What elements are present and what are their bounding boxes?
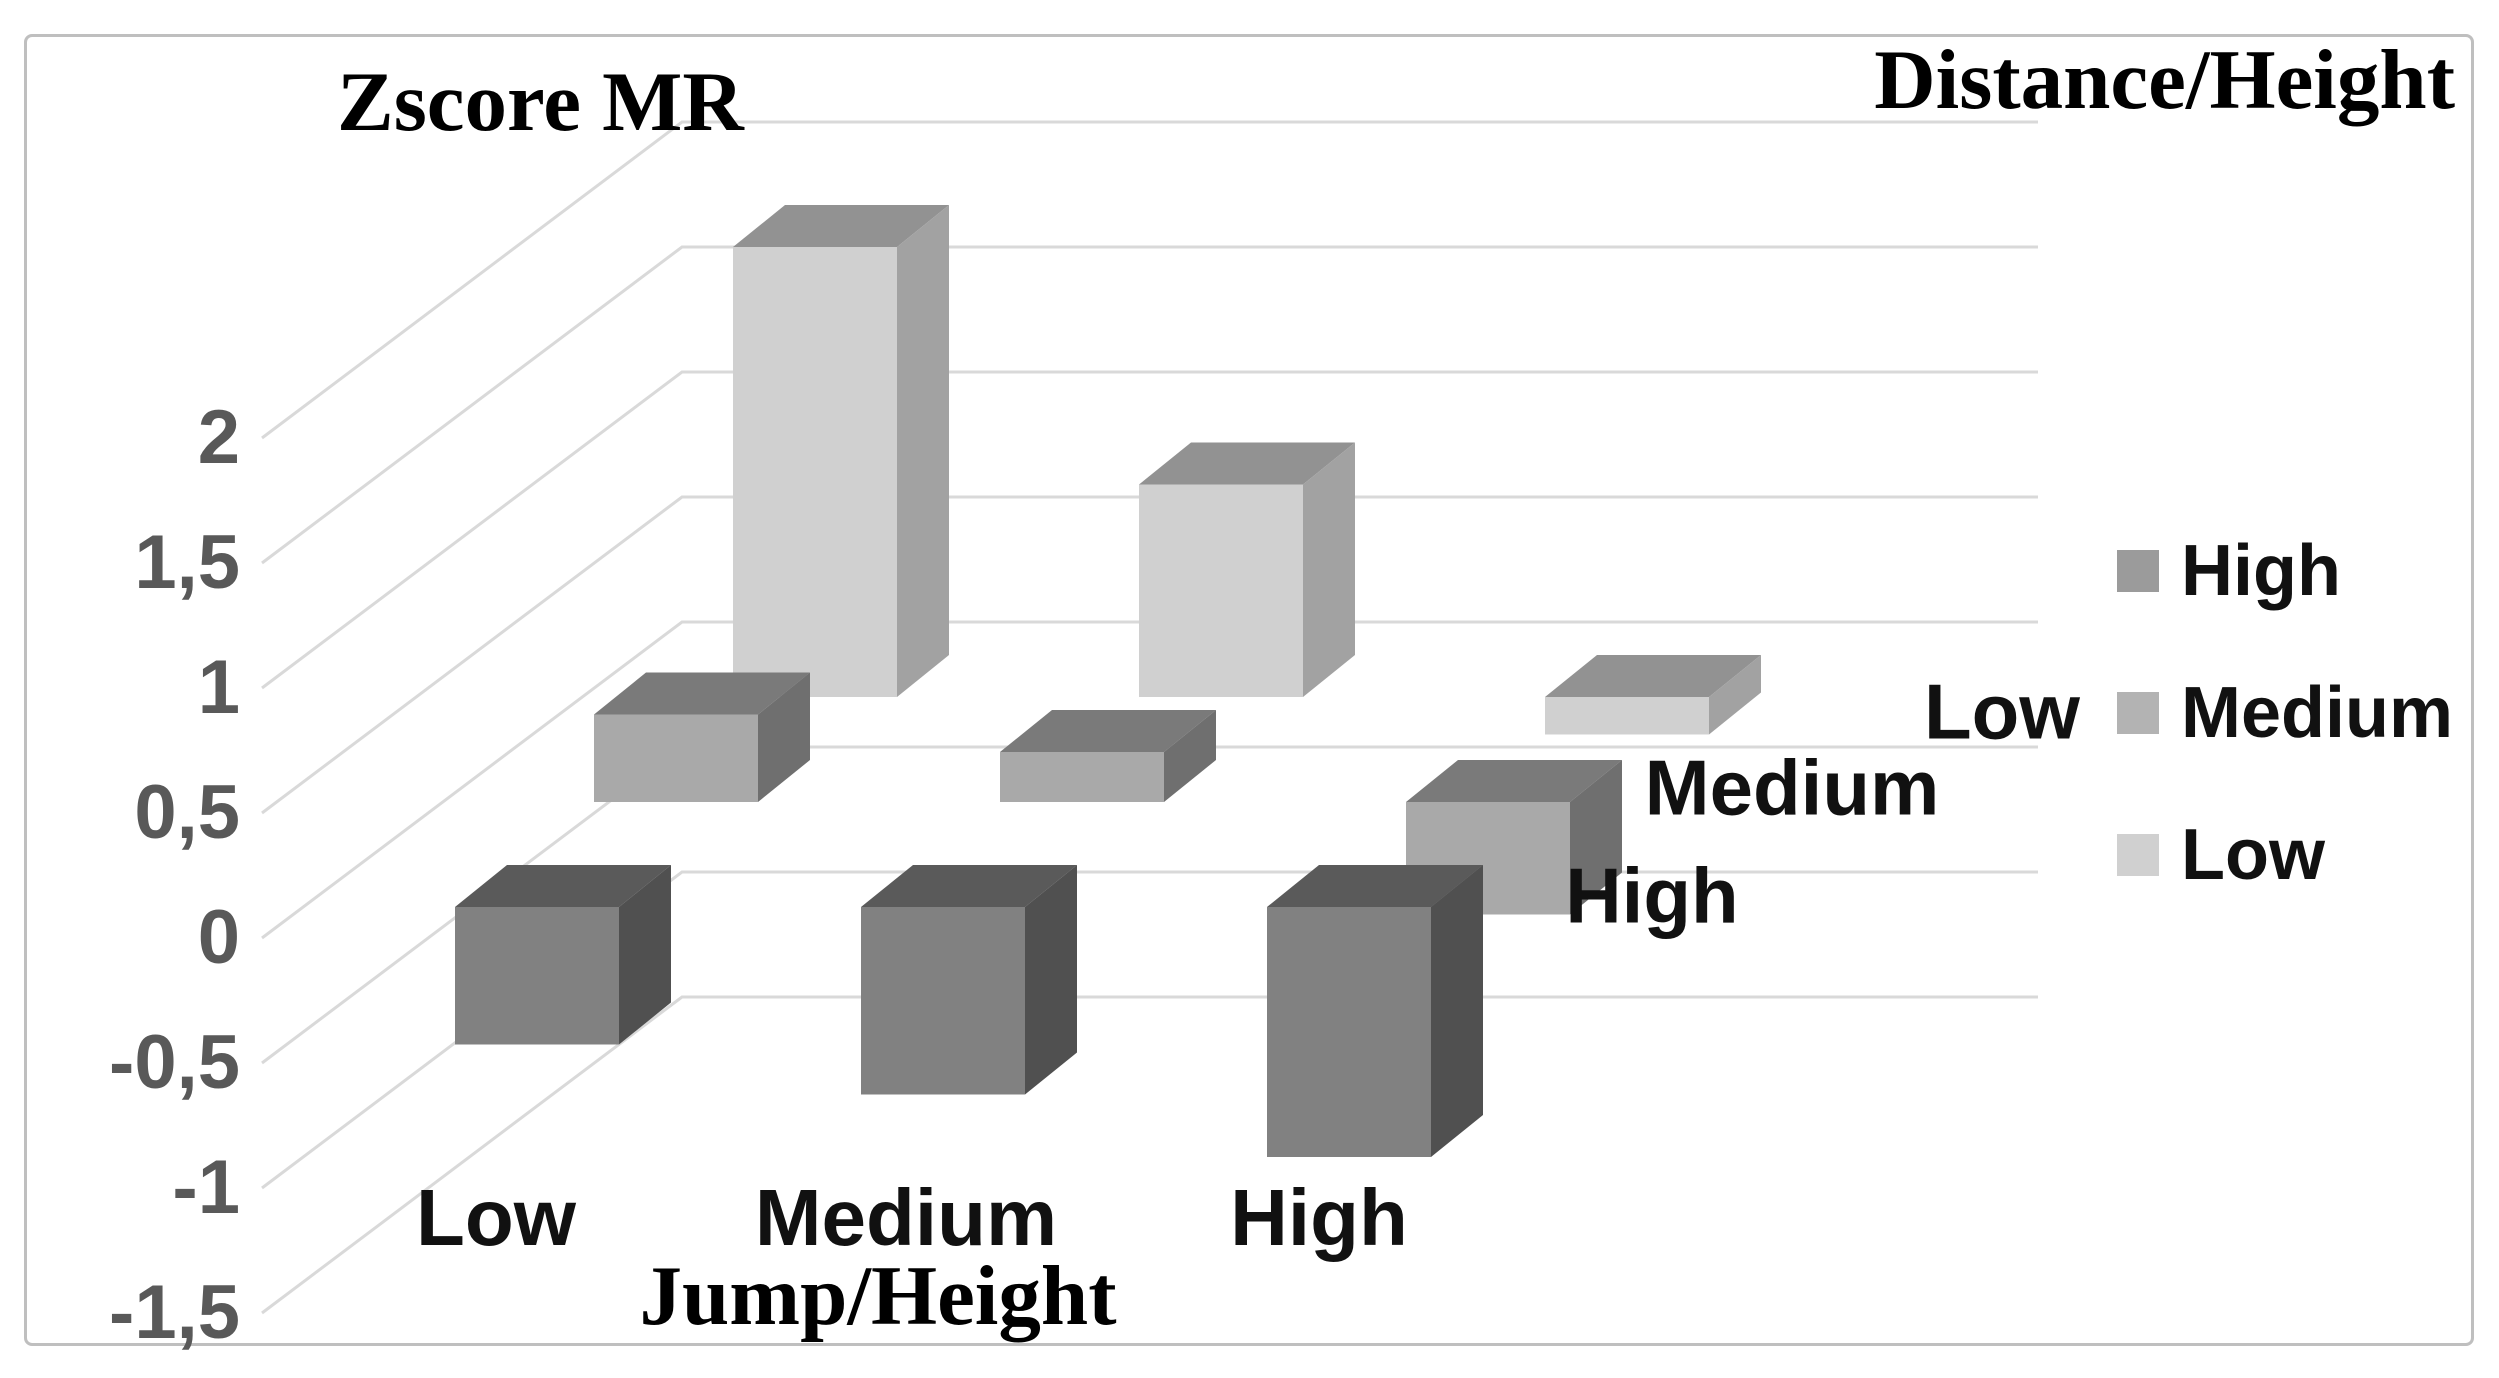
gridline (261, 495, 2038, 815)
bar-low-high-top-face (1545, 655, 1761, 697)
gridlines (261, 120, 2038, 1315)
gridline (261, 245, 2038, 565)
gridline (261, 620, 2038, 940)
bar-high-low-side-face (619, 865, 671, 1045)
gridline (261, 120, 2038, 440)
legend-label-low: Low (2181, 815, 2325, 895)
chart-border (24, 34, 2474, 1346)
y-tick-label: -0,5 (109, 1020, 240, 1105)
y-tick-label: 2 (197, 395, 240, 480)
depth-label-low: Low (1924, 667, 2080, 756)
depth-label-high: High (1565, 851, 1739, 940)
bar-low-medium-side-face (1303, 442, 1355, 697)
bar-medium-medium (1000, 710, 1216, 802)
bar-medium-low-front-face (594, 714, 758, 802)
gridline (261, 995, 2038, 1315)
bars (455, 205, 1761, 1157)
bar-low-medium-top-face (1139, 442, 1355, 485)
y-tick-label: 0 (197, 895, 240, 980)
legend-item-high: High (2117, 530, 2487, 612)
legend-swatch-high (2117, 550, 2159, 592)
bar-medium-medium-front-face (1000, 752, 1164, 802)
bar-low-low (733, 205, 949, 697)
y-tick-label: 1,5 (134, 520, 240, 605)
y-tick-label: 0,5 (134, 770, 240, 855)
legend-item-medium: Medium (2117, 672, 2487, 754)
bar-high-high-front-face (1267, 907, 1431, 1157)
x-axis-title: Jump/Height (639, 1249, 1117, 1343)
y-tick-label: 1 (197, 645, 240, 730)
bar-high-medium-front-face (861, 907, 1025, 1095)
bar-low-high (1545, 655, 1761, 735)
bar-high-high-top-face (1267, 865, 1483, 907)
bar-low-medium (1139, 442, 1355, 697)
legend: High Medium Low (2117, 530, 2487, 896)
bar-medium-medium-side-face (1164, 710, 1216, 802)
bar-high-medium-top-face (861, 865, 1077, 907)
bar-high-high (1267, 865, 1483, 1157)
bar-medium-high (1406, 760, 1622, 915)
legend-swatch-medium (2117, 692, 2159, 734)
legend-swatch-low (2117, 834, 2159, 876)
x-axis-label-high: High (1230, 1173, 1408, 1262)
bar-high-high-side-face (1431, 865, 1483, 1157)
bar-medium-low (594, 672, 810, 802)
bar-high-low-front-face (455, 907, 619, 1045)
x-axis-label-medium: Medium (754, 1173, 1058, 1262)
depth-label-medium: Medium (1644, 743, 1940, 832)
bar-low-low-top-face (733, 205, 949, 247)
bar-medium-high-top-face (1406, 760, 1622, 802)
bar-high-medium (861, 865, 1077, 1095)
bar-low-medium-front-face (1139, 484, 1303, 697)
bar-low-high-side-face (1709, 655, 1761, 735)
bar-low-low-front-face (733, 247, 897, 697)
gridline (261, 370, 2038, 690)
y-tick-label: -1 (172, 1145, 240, 1230)
chart-title: Zscore MR (337, 55, 744, 149)
legend-label-medium: Medium (2181, 673, 2454, 753)
bar-medium-medium-top-face (1000, 710, 1216, 752)
bar-low-low-side-face (897, 205, 949, 697)
depth-axis-title: Distance/Height (1874, 33, 2455, 127)
bar-medium-high-side-face (1570, 760, 1622, 915)
bar-low-high-front-face (1545, 697, 1709, 735)
bar-high-low-top-face (455, 865, 671, 907)
x-axis-label-low: Low (416, 1173, 576, 1262)
bar-medium-low-side-face (758, 672, 810, 802)
bar-medium-low-top-face (594, 672, 810, 715)
legend-label-high: High (2181, 531, 2341, 611)
y-tick-label: -1,5 (109, 1270, 240, 1355)
bar-high-low (455, 865, 671, 1045)
legend-item-low: Low (2117, 814, 2487, 896)
bar-high-medium-side-face (1025, 865, 1077, 1095)
